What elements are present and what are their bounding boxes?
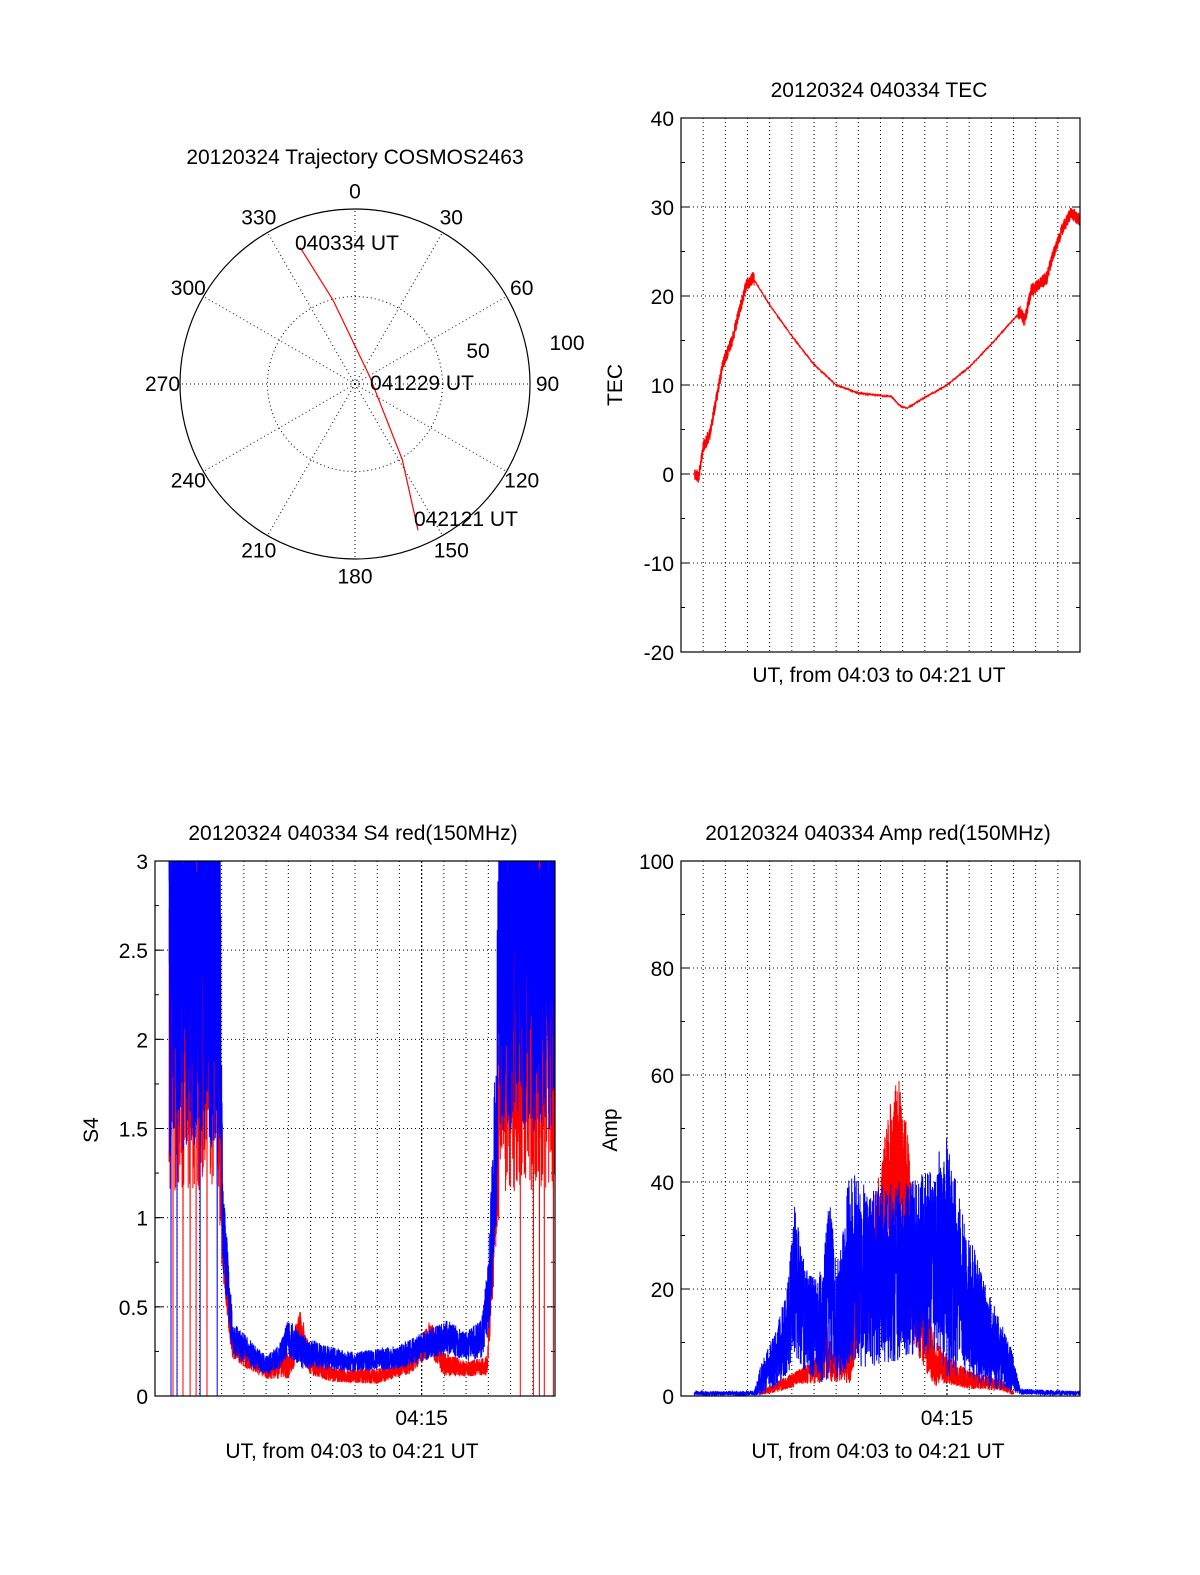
y-tick-label: -10 [644,553,674,576]
plot-frame [680,117,1081,653]
polar-outer-ring [179,208,531,560]
series-group [693,1080,1080,1396]
y-tick-label: 0 [662,1386,674,1409]
y-tick-label: 100 [639,851,674,874]
y-tick-label: 2 [136,1029,148,1052]
x-tick-label: 04:15 [395,1407,448,1430]
y-tick-label: 60 [651,1065,674,1088]
y-tick-label: 0.5 [119,1297,148,1320]
y-tick-label: 20 [651,286,674,309]
polar-angle-label: 300 [171,277,206,300]
y-tick-label: -20 [644,642,674,665]
series-group [168,861,555,1396]
series-line-blue [693,1138,1080,1396]
polar-angle-label: 210 [241,540,276,563]
y-tick-label: 40 [651,1172,674,1195]
y-tick-label: 2.5 [119,940,148,963]
polar-radial-label: 50 [466,340,489,363]
amp-plot: 20120324 040334 Amp red(150MHz) Amp UT, … [599,822,1081,1463]
polar-angle-label: 0 [349,181,361,204]
series-line-red [759,1080,1014,1396]
tec-plot: 20120324 040334 TEC TEC UT, from 04:03 t… [604,79,1081,687]
polar-spoke [354,232,443,385]
polar-angle-label: 150 [434,540,469,563]
polar-ring-50 [267,296,443,472]
s4-ylabel: S4 [80,1117,103,1143]
polar-angle-label: 330 [241,206,276,229]
polar-angle-label: 30 [440,206,463,229]
tec-ylabel: TEC [604,364,627,406]
y-tick-label: 40 [651,108,674,131]
polar-trajectory-plot: 20120324 Trajectory COSMOS2463 0 30 60 90 12… [145,146,585,589]
y-tick-label: 10 [651,375,674,398]
amp-xlabel: UT, from 04:03 to 04:21 UT [751,1440,1004,1463]
y-tick-label: 0 [136,1386,148,1409]
polar-title: 20120324 Trajectory COSMOS2463 [186,146,523,169]
plot-frame [154,860,556,1397]
trajectory-time-label: 041229 UT [370,372,474,395]
y-tick-label: 0 [662,464,674,487]
polar-center-ring [350,379,360,389]
plot-frame [680,860,1081,1397]
polar-angle-label: 270 [145,373,180,396]
polar-angle-label: 240 [171,469,206,492]
tec-title: 20120324 040334 TEC [771,79,988,102]
polar-angle-label: 90 [536,373,559,396]
y-tick-label: 1.5 [119,1119,148,1142]
polar-angle-label: 180 [337,566,372,589]
series-group [693,207,1080,483]
s4-title: 20120324 040334 S4 red(150MHz) [188,822,517,845]
amp-ylabel: Amp [599,1108,622,1151]
polar-radial-label: 100 [549,332,584,355]
tec-xlabel: UT, from 04:03 to 04:21 UT [752,664,1005,687]
polar-angle-label: 60 [510,277,533,300]
polar-spoke [267,232,356,385]
polar-angle-label: 120 [504,469,539,492]
trajectory-time-label: 042121 UT [414,508,518,531]
s4-plot: 20120324 040334 S4 red(150MHz) S4 UT, fr… [80,822,556,1463]
y-tick-label: 80 [651,958,674,981]
polar-spoke [267,383,356,536]
x-tick-label: 04:15 [921,1407,974,1430]
series-line-TEC [693,207,1080,483]
y-tick-label: 20 [651,1279,674,1302]
trajectory-time-label: 040334 UT [295,232,399,255]
series-line-blue [168,861,555,1396]
s4-xlabel: UT, from 04:03 to 04:21 UT [225,1440,478,1463]
y-tick-label: 30 [651,197,674,220]
y-tick-label: 3 [136,851,148,874]
y-tick-label: 1 [136,1208,148,1231]
trajectory-line [299,247,419,531]
amp-title: 20120324 040334 Amp red(150MHz) [705,822,1051,845]
